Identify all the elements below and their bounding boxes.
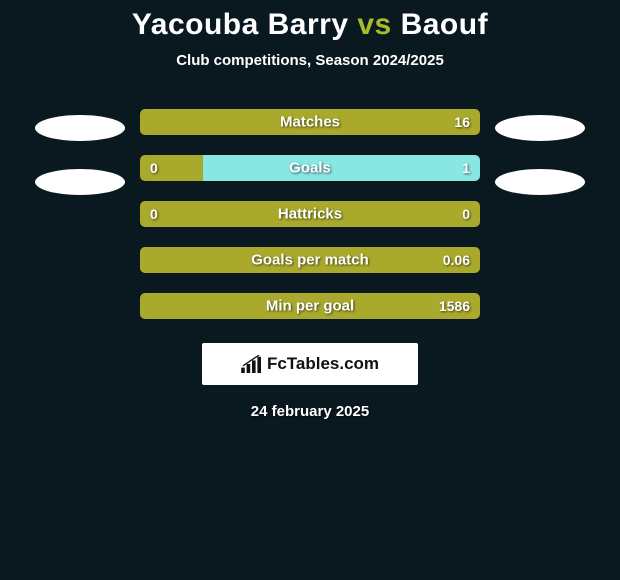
bars-column: Matches 16 Goals 0 1 Hattricks 0 0 Goals per mat… [140,109,480,319]
right-ellipse-1 [495,115,585,141]
logo-box[interactable]: FcTables.com [202,343,418,385]
right-side [480,109,600,223]
bar-label: Goals per match [251,252,369,269]
bar-value-right: 0.06 [443,252,470,268]
root: Yacouba Barry vs Baouf Club competitions… [0,0,620,420]
bar-value-right: 1586 [439,298,470,314]
bar-label: Min per goal [266,298,354,315]
logo-text: FcTables.com [267,354,379,374]
chart-area: Matches 16 Goals 0 1 Hattricks 0 0 Goals per mat… [0,109,620,319]
left-ellipse-1 [35,115,125,141]
bar-value-right: 1 [462,160,470,176]
player2-name: Baouf [401,8,489,41]
right-ellipse-2 [495,169,585,195]
bar-row: Hattricks 0 0 [140,201,480,227]
bar-row: Matches 16 [140,109,480,135]
bar-value-left: 0 [150,206,158,222]
left-ellipse-2 [35,169,125,195]
subtitle: Club competitions, Season 2024/2025 [176,52,444,69]
bar-value-left: 0 [150,160,158,176]
bar-value-right: 16 [454,114,470,130]
bar-row: Goals 0 1 [140,155,480,181]
chart-icon [241,355,263,373]
bar-row: Goals per match 0.06 [140,247,480,273]
bar-segment-right [203,155,480,181]
player1-name: Yacouba Barry [132,8,349,41]
date-label: 24 february 2025 [251,403,369,420]
page-title: Yacouba Barry vs Baouf [132,8,488,42]
bar-row: Min per goal 1586 [140,293,480,319]
bar-label: Hattricks [278,206,342,223]
vs-label: vs [357,8,391,41]
bar-label: Matches [280,114,340,131]
bar-label: Goals [289,160,331,177]
left-side [20,109,140,223]
bar-value-right: 0 [462,206,470,222]
